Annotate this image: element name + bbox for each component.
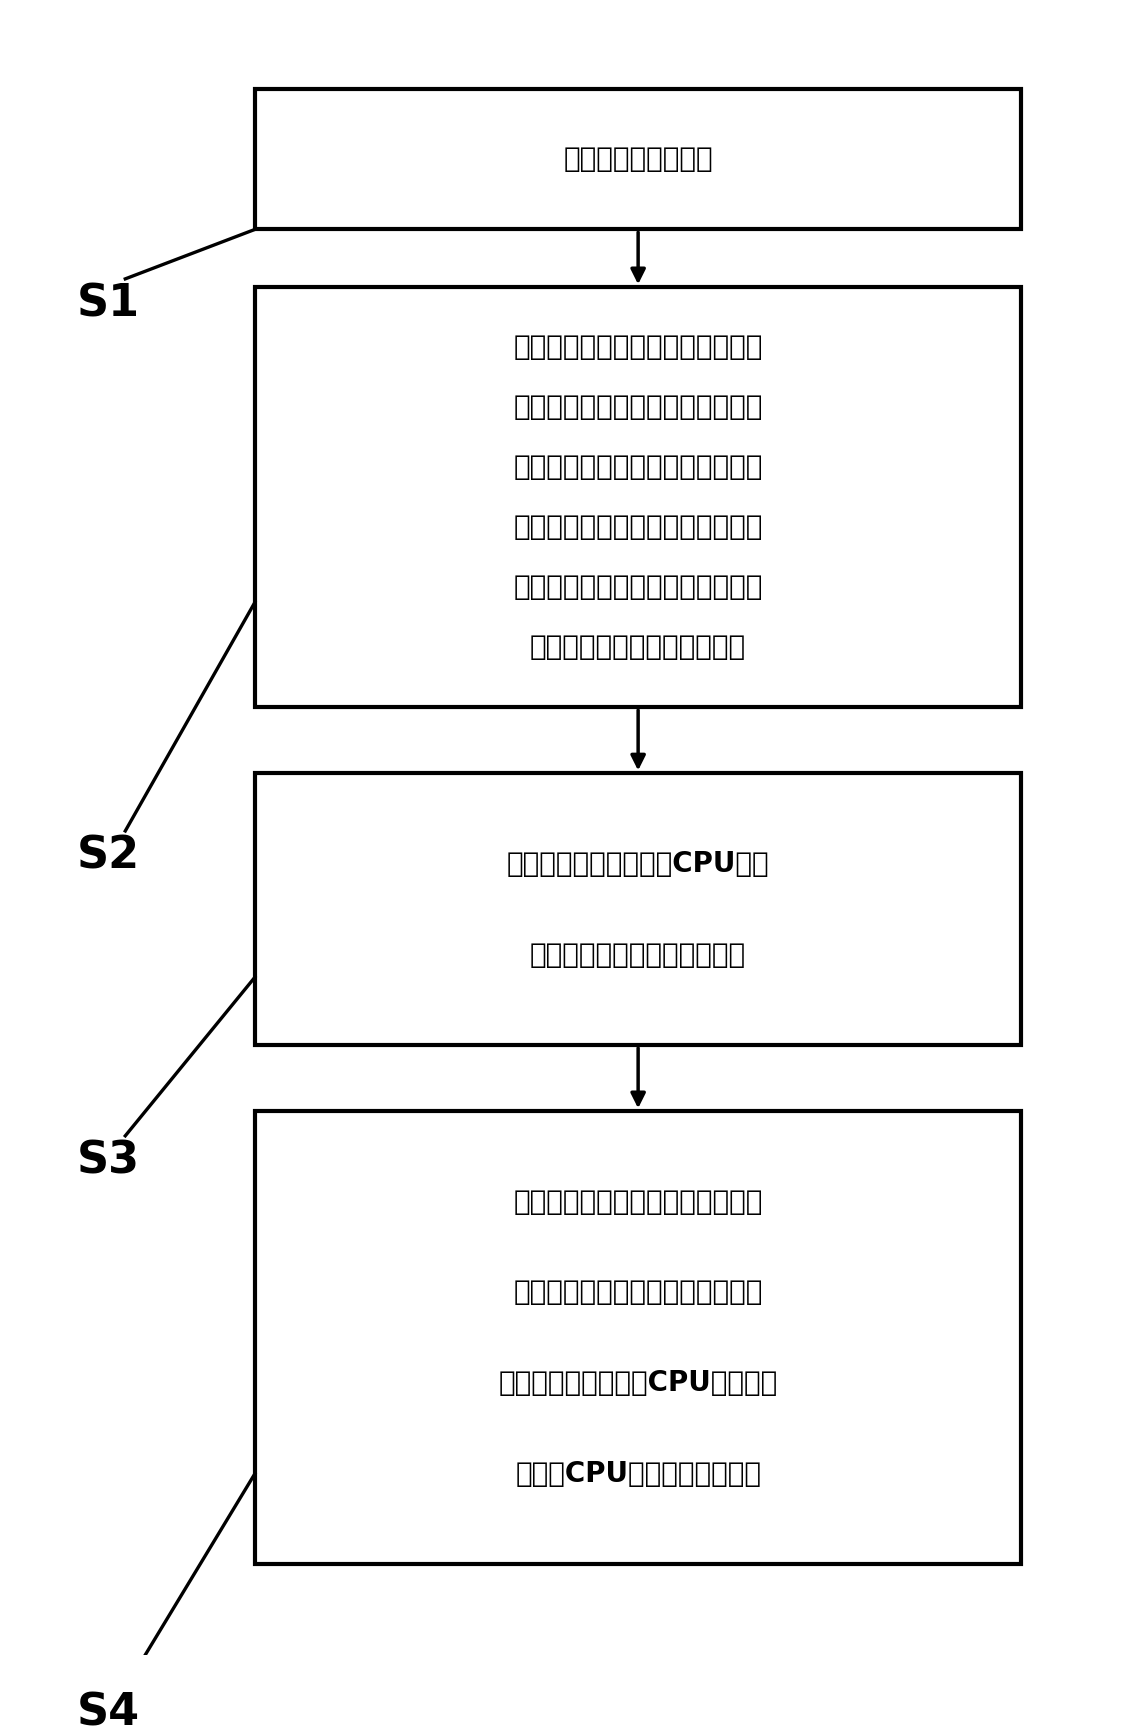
- Bar: [254, 287, 1021, 708]
- Text: 单元时钟同步获得的计数差值: 单元时钟同步获得的计数差值: [531, 941, 746, 969]
- Text: 成时基同步，并将完成时基同步后: 成时基同步，并将完成时基同步后: [513, 573, 763, 602]
- Bar: [254, 773, 1021, 1045]
- Text: 值，并将该工作时钟补偿修正寄存: 值，并将该工作时钟补偿修正寄存: [513, 453, 763, 481]
- Text: S4: S4: [76, 1692, 140, 1730]
- Text: 的周期中断信号作为时间准源: 的周期中断信号作为时间准源: [531, 633, 746, 661]
- Text: 接收所有的时间差值: 接收所有的时间差值: [564, 145, 713, 173]
- Text: 而完成CPU处理单元时钟同步: 而完成CPU处理单元时钟同步: [515, 1460, 761, 1488]
- Text: S2: S2: [76, 834, 140, 877]
- Text: 对每个计数差值进行计算，获得相: 对每个计数差值进行计算，获得相: [513, 1189, 763, 1216]
- Text: S1: S1: [76, 282, 140, 325]
- Bar: [254, 90, 1021, 230]
- Text: 节数值反馈至相应的CPU时钟，从: 节数值反馈至相应的CPU时钟，从: [499, 1368, 778, 1398]
- Text: 接收根据时间准源执行CPU处理: 接收根据时间准源执行CPU处理: [507, 849, 769, 877]
- Text: 器值反馈至相应的逻辑电路时钟完: 器值反馈至相应的逻辑电路时钟完: [513, 514, 763, 541]
- Text: 得相应的工作时钟补偿修正寄存器: 得相应的工作时钟补偿修正寄存器: [513, 393, 763, 420]
- Text: 应的时钟调节数值，并将该时钟调: 应的时钟调节数值，并将该时钟调: [513, 1278, 763, 1306]
- Bar: [254, 1111, 1021, 1564]
- Text: 对每个时间差值进行计算，从而获: 对每个时间差值进行计算，从而获: [513, 334, 763, 362]
- Text: S3: S3: [76, 1138, 140, 1182]
